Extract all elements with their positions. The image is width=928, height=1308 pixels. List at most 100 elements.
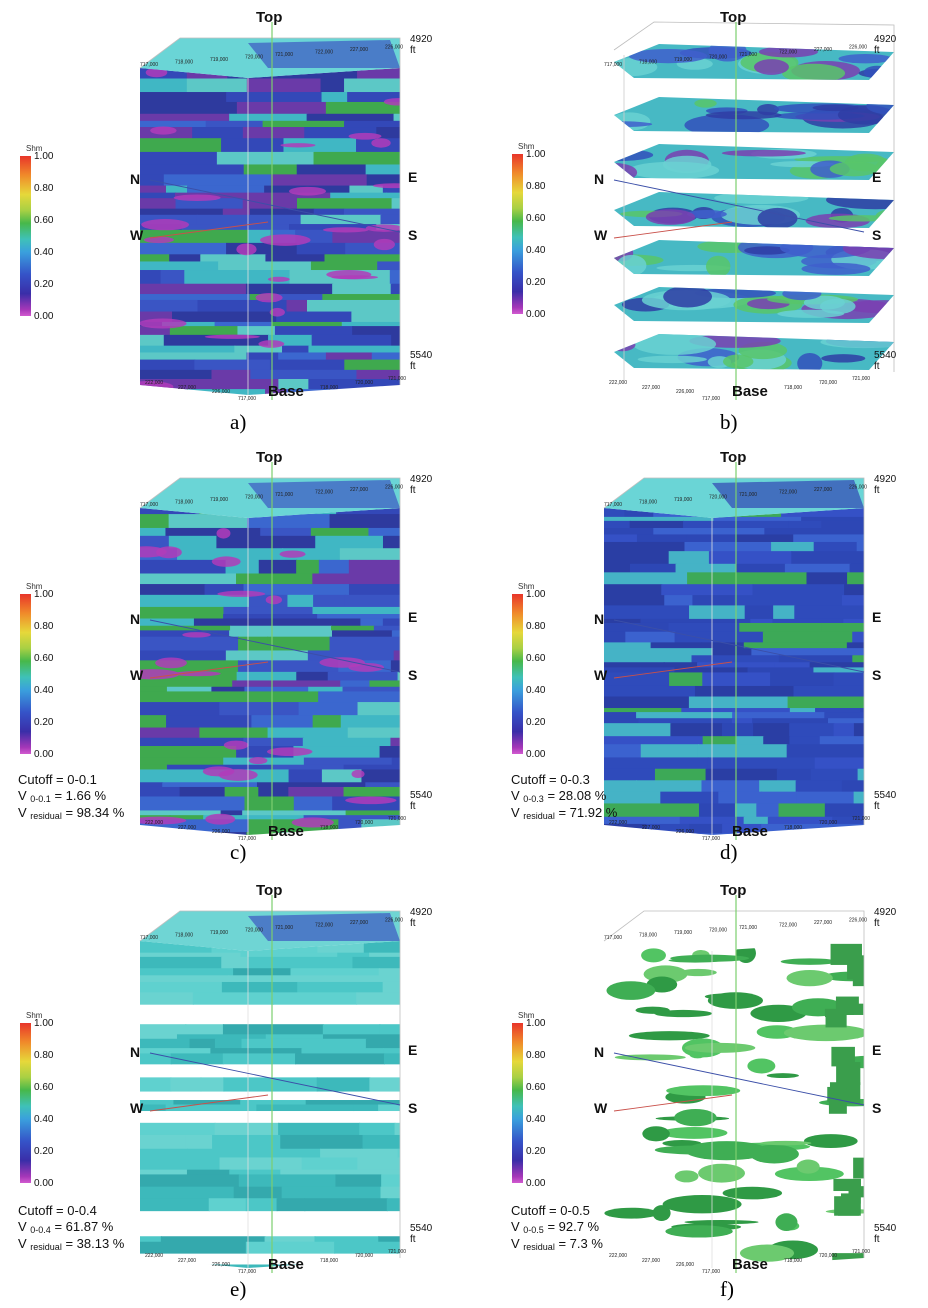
- property-band: [170, 1053, 224, 1065]
- property-band: [140, 746, 238, 759]
- volume-range-value: = 1.66 %: [54, 788, 107, 803]
- property-band: [377, 261, 400, 271]
- property-band: [343, 764, 400, 771]
- property-band: [197, 299, 288, 313]
- property-band: [160, 270, 186, 285]
- colorbar-tick: 0.40: [526, 685, 546, 696]
- coordinate-tick: 718,000: [639, 933, 657, 939]
- property-band: [813, 667, 864, 674]
- property-band: [604, 527, 655, 536]
- property-band: [222, 1024, 324, 1035]
- property-band: [274, 294, 324, 301]
- property-band: [750, 618, 774, 624]
- property-band: [334, 1241, 400, 1254]
- colorbar-tick: 1.00: [526, 1018, 546, 1029]
- property-band: [390, 660, 400, 673]
- low-value-zone: [173, 671, 221, 677]
- property-band: [140, 727, 201, 739]
- property-band: [140, 299, 199, 313]
- base-label: Base: [732, 823, 768, 840]
- net-pay-body: [739, 1244, 795, 1262]
- coordinate-tick: 717,000: [702, 1269, 720, 1275]
- property-band: [282, 345, 310, 354]
- property-band: [773, 605, 796, 620]
- box-edge: [139, 37, 401, 385]
- coordinate-tick: 717,000: [140, 62, 158, 68]
- property-band: [140, 1077, 172, 1092]
- volume-range-line: V 0-0.3 = 28.08 %: [511, 788, 617, 805]
- property-band: [365, 164, 400, 175]
- property-band: [604, 622, 670, 633]
- top-label: Top: [720, 882, 746, 899]
- coordinate-tick: 222,000: [609, 820, 627, 826]
- property-band: [246, 78, 291, 93]
- property-band: [369, 1077, 400, 1092]
- property-band: [369, 952, 400, 958]
- property-band: [165, 527, 262, 537]
- coordinate-tick: 719,000: [674, 497, 692, 503]
- coordinate-tick: 226,000: [385, 485, 403, 491]
- coordinate-tick: 718,000: [784, 1258, 802, 1264]
- volume-range-line: V 0-0.5 = 92.7 %: [511, 1219, 603, 1236]
- property-band: [701, 780, 761, 793]
- property-band: [332, 283, 392, 295]
- property-band: [186, 1148, 282, 1159]
- property-band: [288, 786, 345, 798]
- property-band: [280, 1134, 364, 1150]
- property-band: [140, 594, 250, 608]
- depth-base-value: 5540: [874, 790, 897, 801]
- property-band: [753, 723, 791, 737]
- coordinate-tick: 721,000: [852, 816, 870, 822]
- property-band: [289, 78, 322, 93]
- property-band: [234, 345, 284, 354]
- property-band: [636, 534, 688, 543]
- property-band: [140, 78, 188, 93]
- property-band: [140, 508, 201, 515]
- property-band: [391, 757, 400, 766]
- volume-range-line: V 0-0.4 = 61.87 %: [18, 1219, 124, 1236]
- property-band: [305, 1100, 400, 1106]
- coordinate-tick: 227,000: [350, 47, 368, 53]
- property-band: [140, 686, 168, 693]
- property-band: [386, 1198, 400, 1212]
- net-pay-body: [836, 1061, 861, 1086]
- property-band: [311, 334, 393, 347]
- panel-caption: e): [230, 1277, 247, 1301]
- property-band: [794, 605, 864, 620]
- coordinate-tick: 720,000: [819, 380, 837, 386]
- property-band: [243, 737, 304, 747]
- property-band: [329, 636, 400, 652]
- property-band: [140, 1038, 191, 1049]
- low-value-zone: [182, 632, 211, 638]
- property-band: [698, 803, 736, 818]
- property-band: [276, 311, 353, 323]
- property-band: [604, 655, 693, 663]
- south-label: S: [408, 227, 417, 243]
- volume-residual-value: = 7.3 %: [558, 1236, 603, 1251]
- property-band: [140, 326, 171, 336]
- property-band: [687, 572, 716, 585]
- net-pay-body: [674, 1170, 699, 1183]
- coordinate-tick: 227,000: [814, 920, 832, 926]
- property-band: [140, 559, 227, 575]
- property-band: [380, 214, 400, 225]
- property-band: [371, 352, 400, 361]
- low-value-zone: [291, 817, 334, 828]
- coordinate-tick: 720,000: [355, 380, 373, 386]
- property-band: [242, 198, 298, 210]
- base-label: Base: [268, 1256, 304, 1273]
- depth-slice: [614, 287, 894, 323]
- low-value-zone: [140, 816, 187, 825]
- property-band: [186, 1169, 231, 1176]
- volume-symbol: V: [511, 1236, 520, 1251]
- west-east-line: [613, 1094, 733, 1112]
- property-band: [344, 359, 400, 371]
- property-band: [321, 92, 349, 103]
- property-band: [140, 764, 168, 771]
- property-band: [809, 662, 864, 668]
- coordinate-tick: 721,000: [739, 52, 757, 58]
- property-band: [360, 1148, 399, 1159]
- property-band: [368, 527, 400, 537]
- depth-top-unit: ft: [410, 45, 416, 56]
- property-band: [771, 541, 815, 552]
